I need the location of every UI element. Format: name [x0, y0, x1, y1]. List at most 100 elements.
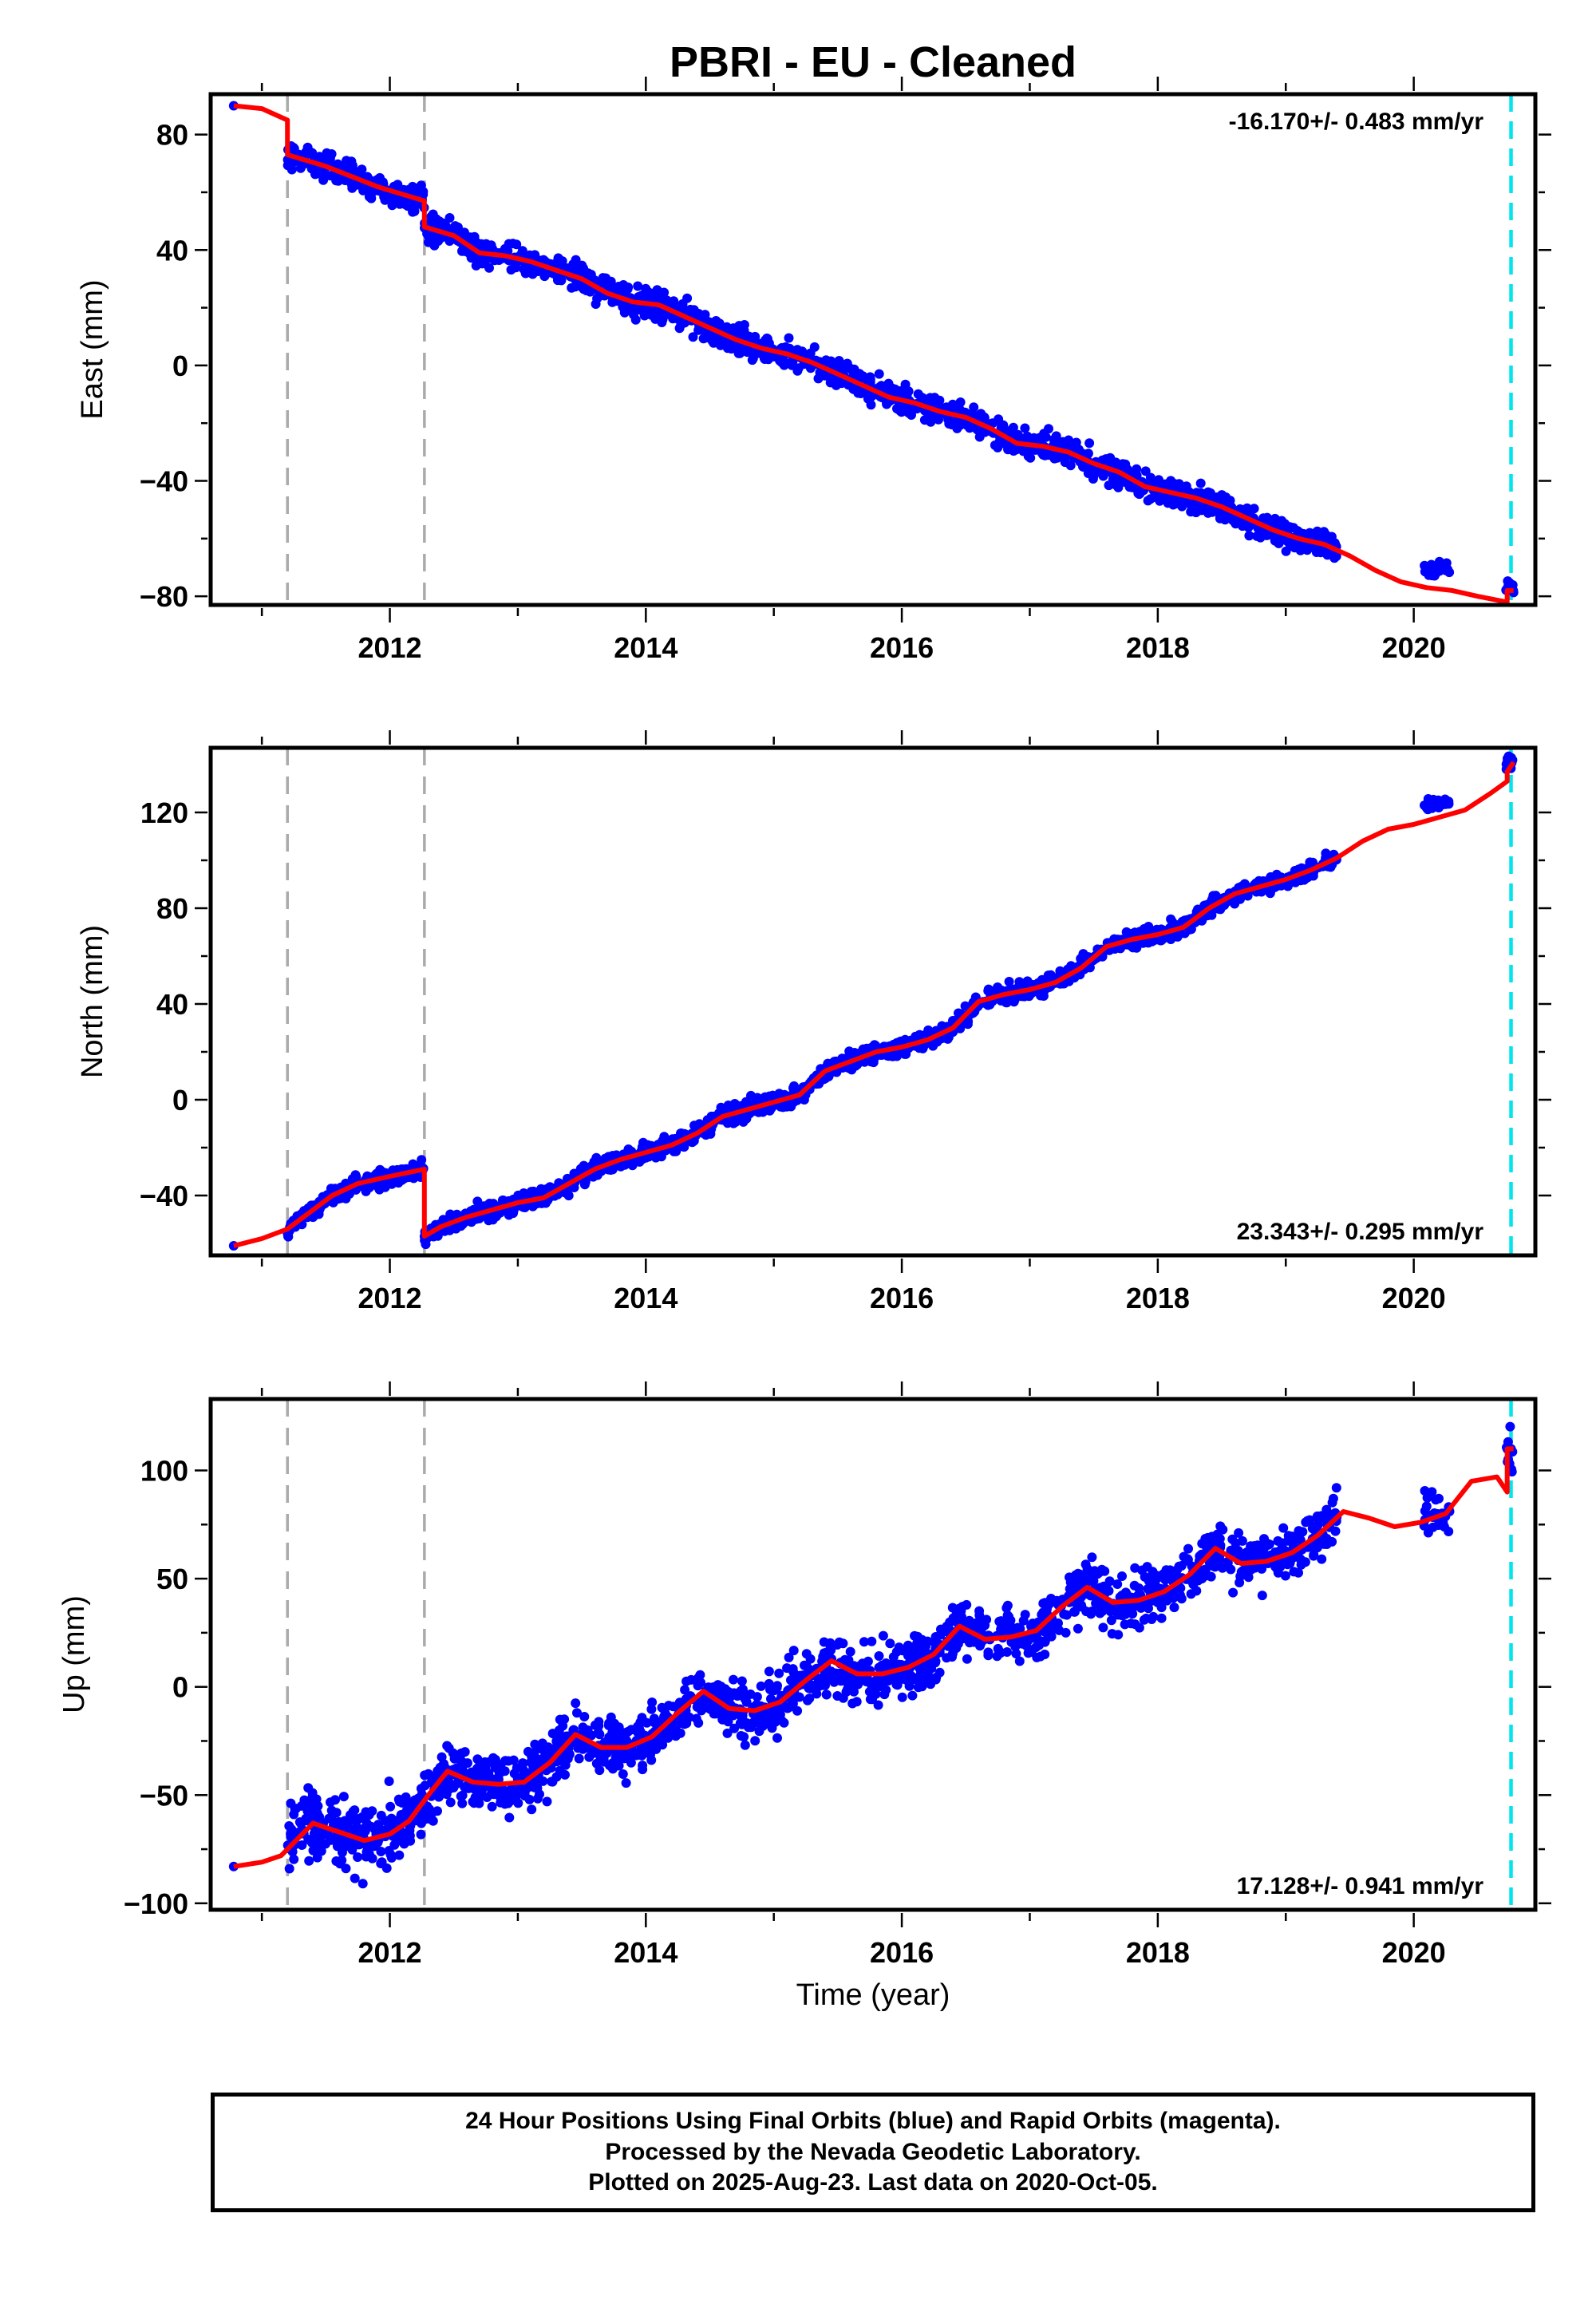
data-point [678, 302, 688, 313]
data-point [1022, 976, 1033, 986]
data-point [1145, 472, 1156, 483]
data-point [335, 1859, 346, 1869]
data-point [517, 248, 527, 258]
data-point [855, 389, 866, 398]
data-point [400, 1833, 410, 1844]
data-point [1059, 1609, 1069, 1619]
data-point [722, 1728, 733, 1738]
data-point [428, 209, 438, 219]
data-point [1073, 445, 1084, 455]
data-point [320, 171, 330, 181]
data-point [376, 1810, 386, 1820]
data-point [323, 1831, 334, 1840]
data-point [637, 290, 647, 301]
data-point [866, 1057, 876, 1067]
data-point [326, 1797, 335, 1808]
data-point [1227, 1534, 1238, 1544]
data-point [878, 1630, 888, 1641]
data-point [779, 357, 789, 367]
data-point [1215, 513, 1225, 524]
data-point [286, 1832, 296, 1842]
data-point [1054, 452, 1064, 462]
data-point [801, 1649, 812, 1659]
data-point [919, 415, 930, 425]
data-point [459, 227, 469, 238]
data-point [286, 1824, 297, 1835]
axes-frame [208, 745, 1538, 1258]
y-tick-label: −40 [140, 465, 188, 498]
data-point [837, 1053, 847, 1064]
data-point [1330, 1526, 1341, 1536]
data-point [527, 269, 538, 279]
data-point [553, 272, 563, 283]
data-point [376, 1847, 386, 1856]
data-point [1238, 1566, 1248, 1576]
data-point [1124, 482, 1135, 492]
data-point [578, 1722, 588, 1733]
data-point [569, 1168, 579, 1179]
data-point [1078, 461, 1088, 472]
y-tick-label: 40 [156, 988, 188, 1021]
data-point [384, 1820, 394, 1830]
data-point [460, 246, 471, 256]
data-point [1004, 977, 1014, 986]
axes-frame [208, 92, 1538, 607]
data-point [882, 399, 892, 409]
data-point [519, 264, 529, 275]
data-point [873, 1700, 883, 1710]
data-point [606, 276, 616, 287]
data-point [312, 1808, 322, 1818]
data-point [1139, 1614, 1149, 1625]
data-point [457, 1790, 468, 1800]
data-point [1270, 513, 1280, 524]
data-point [473, 240, 484, 250]
data-point [669, 296, 679, 306]
data-point [416, 1829, 426, 1840]
data-point [631, 1750, 642, 1761]
data-point [304, 1856, 314, 1866]
y-tick-label: 80 [156, 892, 188, 925]
data-point [1038, 1599, 1049, 1609]
x-tick-label: 2012 [358, 631, 421, 664]
data-point [1008, 422, 1018, 433]
x-tick-label: 2018 [1126, 631, 1190, 664]
y-tick-label: 120 [140, 796, 188, 829]
x-tick-label: 2016 [870, 631, 934, 664]
data-point [925, 393, 935, 403]
data-point [760, 354, 770, 364]
data-point [895, 406, 906, 417]
data-point [964, 1615, 974, 1626]
data-point [302, 149, 312, 160]
data-point [932, 1037, 942, 1047]
data-point [788, 1646, 799, 1656]
data-point [962, 1654, 972, 1664]
data-point [322, 153, 332, 164]
data-point [331, 1808, 342, 1818]
data-point [1188, 1579, 1199, 1590]
data-point [577, 263, 587, 273]
data-point [284, 1863, 294, 1874]
data-point [1104, 480, 1114, 491]
plot-area [228, 748, 1518, 1255]
data-point [1148, 935, 1159, 946]
data-point [637, 303, 647, 314]
data-point [513, 1798, 523, 1808]
data-point [428, 235, 438, 245]
data-point [326, 1814, 337, 1824]
data-point [547, 1729, 558, 1739]
data-point [486, 240, 496, 251]
data-point [902, 389, 912, 400]
data-point [1066, 438, 1077, 449]
data-point [983, 984, 994, 994]
data-point [364, 1810, 374, 1820]
data-point [784, 1652, 794, 1662]
data-point [949, 418, 959, 429]
data-point [993, 442, 1003, 453]
data-point [847, 366, 858, 376]
data-point [384, 1777, 394, 1786]
data-point [1129, 1580, 1140, 1591]
data-point [1058, 437, 1068, 447]
data-point [509, 1769, 519, 1779]
data-point [1431, 799, 1441, 809]
